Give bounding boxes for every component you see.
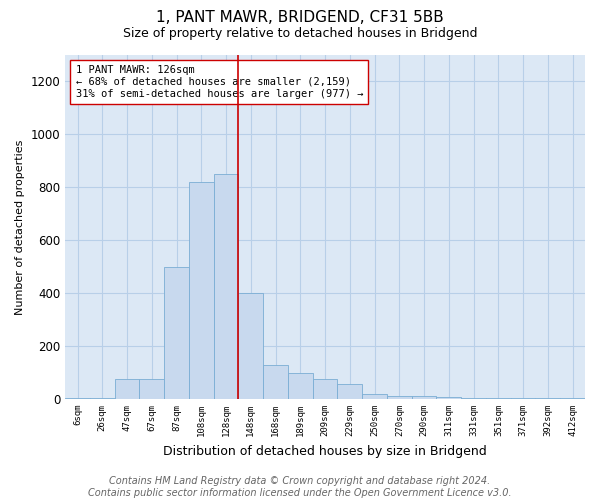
Bar [412,396,436,399]
Text: Size of property relative to detached houses in Bridgend: Size of property relative to detached ho… [123,28,477,40]
Bar [535,398,560,399]
Text: 1, PANT MAWR, BRIDGEND, CF31 5BB: 1, PANT MAWR, BRIDGEND, CF31 5BB [156,10,444,25]
Bar [65,398,90,399]
Bar [337,384,362,399]
Bar [214,174,238,399]
Bar [461,398,486,399]
Bar [189,182,214,399]
Bar [313,379,337,399]
Bar [139,379,164,399]
Bar [288,372,313,399]
Bar [560,398,585,399]
Bar [486,398,511,399]
Bar [238,293,263,399]
Bar [362,394,387,399]
Y-axis label: Number of detached properties: Number of detached properties [15,140,25,314]
X-axis label: Distribution of detached houses by size in Bridgend: Distribution of detached houses by size … [163,444,487,458]
Bar [387,396,412,399]
Text: Contains HM Land Registry data © Crown copyright and database right 2024.
Contai: Contains HM Land Registry data © Crown c… [88,476,512,498]
Bar [263,364,288,399]
Text: 1 PANT MAWR: 126sqm
← 68% of detached houses are smaller (2,159)
31% of semi-det: 1 PANT MAWR: 126sqm ← 68% of detached ho… [76,66,363,98]
Bar [511,398,535,399]
Bar [90,398,115,399]
Bar [164,266,189,399]
Bar [436,397,461,399]
Bar [115,379,139,399]
